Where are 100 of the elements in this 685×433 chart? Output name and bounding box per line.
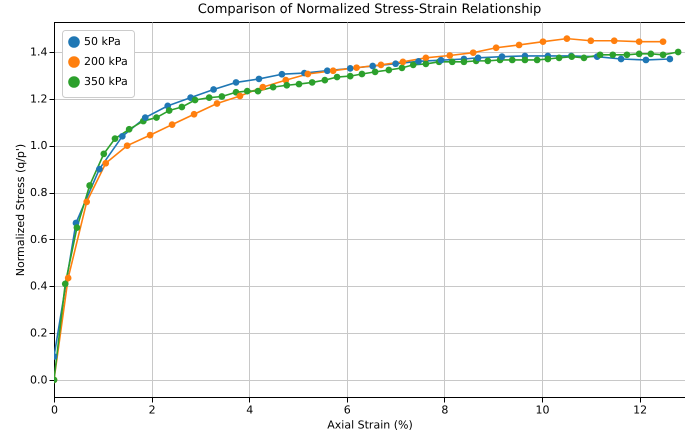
point (330, 67, 336, 74)
point (400, 58, 406, 66)
point (166, 107, 173, 114)
point (236, 92, 244, 100)
point (422, 54, 430, 62)
point (153, 114, 160, 121)
chart-title: Comparison of Normalized Stress-Strain Relationship (198, 2, 542, 17)
point (556, 54, 562, 62)
point (544, 56, 552, 62)
point (448, 58, 456, 66)
point (674, 48, 682, 56)
point (304, 70, 312, 78)
point (112, 135, 118, 142)
point (308, 79, 316, 86)
point (446, 52, 454, 59)
point (346, 72, 354, 80)
point (666, 56, 674, 62)
point (392, 60, 399, 68)
point (214, 100, 220, 107)
point (102, 160, 110, 167)
point (587, 37, 594, 44)
y-axis-title: Normalized Stress (q/p') (14, 144, 28, 276)
point (636, 38, 642, 46)
legend-label: 350 kPa (84, 75, 128, 88)
point (218, 93, 226, 100)
point (118, 132, 126, 140)
x-tick-label: 0 (51, 404, 58, 416)
point (283, 82, 290, 89)
point (508, 56, 516, 64)
point (168, 121, 176, 128)
point (321, 76, 328, 84)
point (660, 38, 666, 46)
point (498, 53, 506, 60)
x-tick-label: 12 (633, 404, 648, 416)
point (470, 49, 477, 56)
point (334, 74, 340, 80)
point (410, 62, 417, 68)
point (256, 76, 262, 82)
point (74, 224, 80, 231)
point (660, 51, 666, 58)
point (415, 58, 422, 65)
point (385, 66, 392, 74)
y-tick-label: 0.0 (30, 373, 48, 386)
point (100, 150, 108, 158)
point (353, 64, 360, 72)
point (254, 88, 262, 94)
point (522, 56, 528, 64)
point (609, 51, 616, 58)
legend-label: 200 kPa (84, 55, 128, 68)
point (358, 70, 366, 78)
point (346, 65, 354, 72)
point (422, 60, 430, 68)
point (647, 50, 654, 58)
point (484, 58, 492, 64)
point (232, 79, 240, 86)
point (86, 182, 93, 189)
point (192, 96, 198, 104)
point (244, 88, 251, 94)
y-tick-label: 0.6 (30, 232, 48, 246)
point (190, 110, 198, 118)
y-tick-label: 0.2 (30, 326, 48, 340)
point (398, 64, 406, 72)
point (369, 62, 376, 70)
point (636, 50, 642, 58)
point (540, 38, 546, 46)
point (206, 94, 213, 102)
y-tick-label: 1.4 (30, 45, 48, 58)
point (324, 67, 331, 74)
x-tick-label: 6 (344, 404, 351, 416)
x-tick-label: 2 (148, 404, 156, 416)
y-tick-label: 1.0 (30, 139, 48, 152)
x-tick-label: 10 (536, 404, 550, 416)
point (534, 56, 540, 64)
point (270, 84, 276, 90)
point (564, 35, 570, 42)
point (610, 37, 618, 44)
point (618, 56, 624, 62)
point (378, 62, 384, 68)
point (474, 54, 482, 62)
x-axis-title: Axial Strain (%) (327, 418, 413, 432)
point (580, 54, 588, 62)
x-tick-label: 8 (441, 404, 448, 416)
point (492, 44, 500, 52)
point (278, 70, 286, 78)
point (642, 56, 650, 64)
point (624, 51, 630, 58)
point (83, 198, 90, 206)
point (62, 280, 69, 288)
legend-label: 50 kPa (84, 35, 121, 48)
point (126, 126, 133, 133)
point (516, 42, 522, 48)
point (178, 104, 186, 110)
point (260, 84, 266, 90)
point (146, 132, 154, 138)
point (96, 166, 103, 172)
y-tick-label: 1.2 (30, 92, 48, 106)
point (142, 114, 149, 121)
point (296, 80, 302, 88)
y-tick-label: 0.4 (30, 280, 48, 293)
y-tick-label: 0.8 (30, 186, 48, 200)
